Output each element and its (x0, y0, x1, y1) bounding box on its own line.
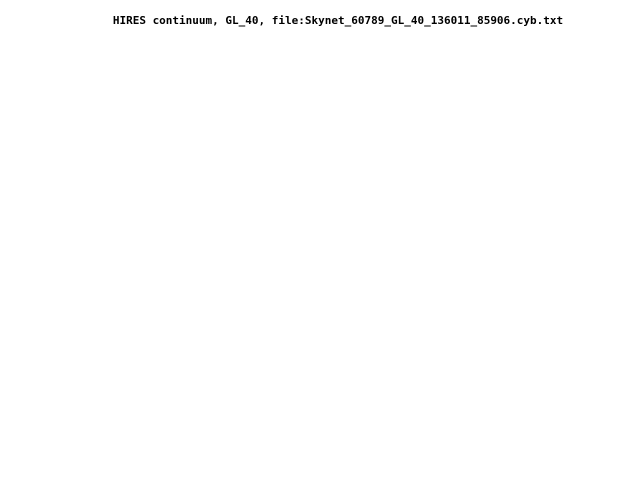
chart-title: HIRES continuum, GL_40, file:Skynet_6078… (113, 14, 563, 27)
